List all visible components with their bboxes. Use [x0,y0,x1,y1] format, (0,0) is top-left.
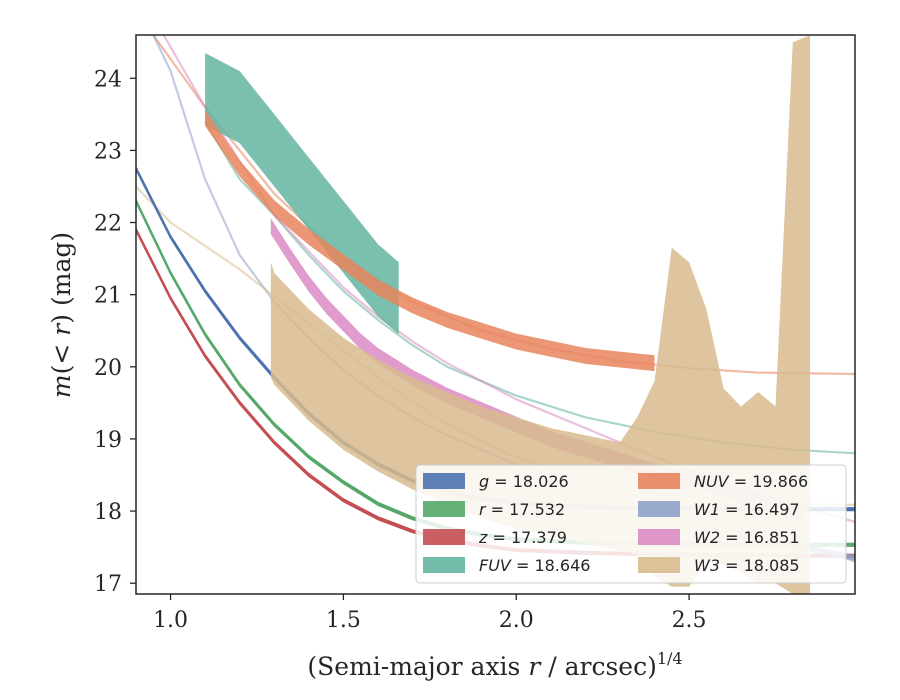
legend-label-w2: W2 = 16.851 [694,528,800,547]
data-band-z [136,228,855,558]
y-tick-label: 23 [94,139,122,164]
legend-label-r: r = 17.532 [479,500,565,519]
legend-frame [415,464,847,584]
data-band-w3 [270,35,811,594]
legend-swatch-w2 [638,529,680,545]
legend-swatch-w3 [638,557,680,573]
x-tick-label: 1.0 [153,608,188,633]
y-tick-label: 22 [94,212,122,237]
legend-swatch-fuv [423,557,465,573]
legend-label-w1: W1 = 16.497 [694,500,800,519]
legend-label-nuv: NUV = 19.866 [694,472,808,491]
y-tick-label: 20 [94,356,122,381]
legend: g = 18.026 r = 17.532 z = 17.379 FUV = 18.6… [415,464,847,584]
legend-swatch-nuv [638,473,680,489]
x-tick-label: 2.0 [499,608,534,633]
y-axis-label: m(< r)(mag) [47,232,76,398]
y-tick-label: 19 [94,428,122,453]
plot-frame [135,34,856,595]
y-tick-label: 21 [94,284,122,309]
y-axis: 17 18 19 20 21 22 23 24 [94,67,136,597]
x-tick-label: 2.5 [672,608,707,633]
data-band-r [136,199,855,547]
legend-label-w3: W3 = 18.085 [694,556,800,575]
x-axis-label: (Semi-major axis r / arcsec)1/4 [307,649,682,681]
legend-swatch-z [423,529,465,545]
y-tick-label: 17 [94,572,122,597]
legend-swatch-w1 [638,501,680,517]
legend-label-fuv: FUV = 18.646 [479,556,590,575]
legend-swatch-g [423,473,465,489]
legend-label-g: g = 18.026 [479,472,569,491]
y-tick-label: 24 [94,67,122,92]
legend-label-z: z = 17.379 [478,528,567,547]
legend-swatch-r [423,501,465,517]
x-tick-label: 1.5 [326,608,361,633]
x-axis: 1.0 1.5 2.0 2.5 [153,594,707,633]
data-band-nuv [205,110,655,372]
y-tick-label: 18 [94,500,122,525]
